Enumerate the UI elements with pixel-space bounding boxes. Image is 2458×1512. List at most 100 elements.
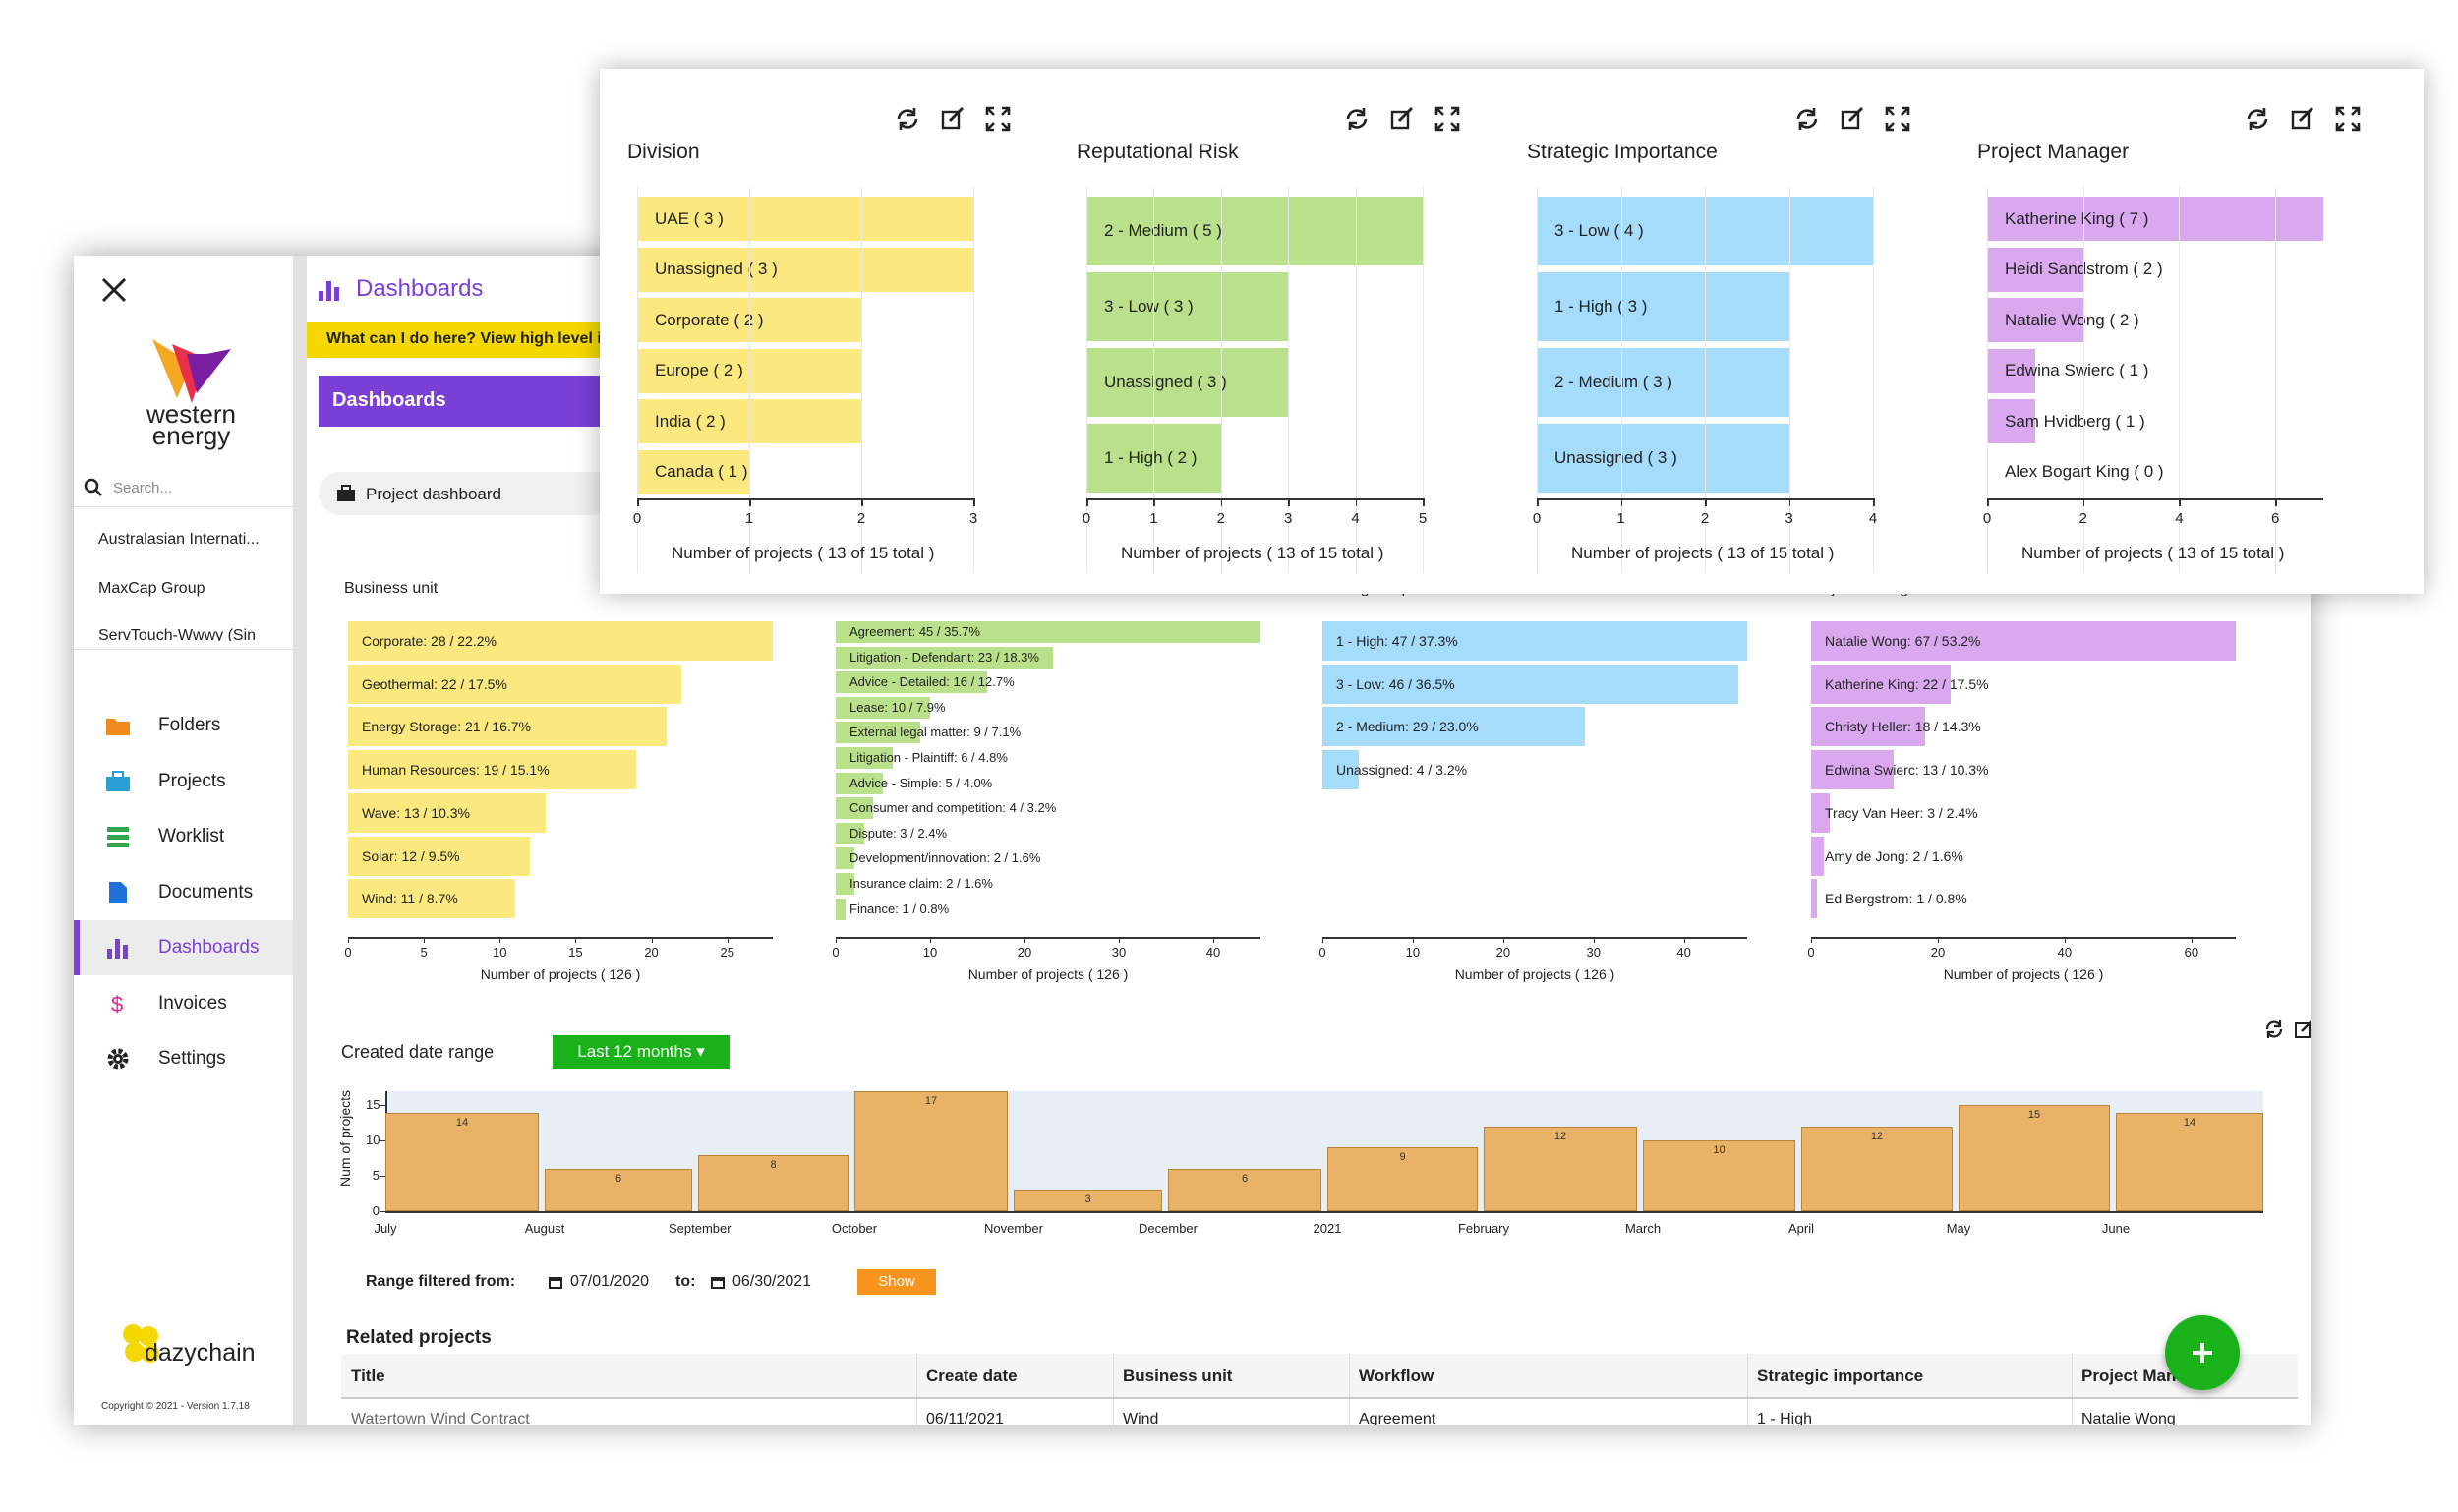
add-button[interactable] xyxy=(2165,1315,2240,1390)
range-to-input[interactable]: 06/30/2021 xyxy=(732,1273,812,1290)
edit-icon[interactable] xyxy=(1840,106,1867,134)
range-from-input[interactable]: 07/01/2020 xyxy=(570,1273,650,1290)
edit-icon[interactable] xyxy=(940,106,967,134)
bar[interactable] xyxy=(836,696,930,719)
refresh-icon[interactable] xyxy=(2245,106,2272,134)
column-header[interactable]: Business unit xyxy=(1123,1367,1233,1385)
date-bar[interactable] xyxy=(1959,1105,2110,1211)
bar[interactable] xyxy=(836,898,846,920)
date-bar-label: 6 xyxy=(1241,1172,1249,1185)
bar[interactable] xyxy=(836,873,855,895)
client-item[interactable]: MaxCap Group xyxy=(98,580,205,597)
bar[interactable] xyxy=(1086,272,1289,341)
bar[interactable] xyxy=(1987,247,2083,292)
bar[interactable] xyxy=(1322,664,1738,704)
column-header[interactable]: Title xyxy=(351,1367,385,1385)
date-bar[interactable] xyxy=(1643,1140,1795,1211)
sidebar-item-invoices[interactable]: $ Invoices xyxy=(74,976,293,1031)
bar[interactable] xyxy=(1811,707,1926,747)
bar[interactable] xyxy=(836,772,883,794)
tick-mark xyxy=(651,937,653,943)
bar[interactable] xyxy=(348,707,667,747)
bar[interactable] xyxy=(1811,879,1818,919)
bar[interactable] xyxy=(348,836,531,876)
bar[interactable] xyxy=(836,671,987,694)
date-bar[interactable] xyxy=(1168,1168,1321,1211)
bar[interactable] xyxy=(1322,621,1747,661)
bar[interactable] xyxy=(348,750,637,790)
expand-icon[interactable] xyxy=(2335,106,2363,134)
bar[interactable] xyxy=(1987,298,2083,342)
bar[interactable] xyxy=(1811,621,2236,661)
bar[interactable] xyxy=(836,847,855,870)
date-bar[interactable] xyxy=(1484,1126,1637,1211)
bar[interactable] xyxy=(1322,750,1359,790)
bar[interactable] xyxy=(348,879,515,919)
bar[interactable] xyxy=(1086,348,1289,417)
bar[interactable] xyxy=(836,722,921,744)
expand-icon[interactable] xyxy=(985,106,1013,134)
expand-icon[interactable] xyxy=(1885,106,1912,134)
bar[interactable] xyxy=(836,797,874,820)
client-item[interactable]: ServTouch-Wwwy (Sin xyxy=(98,627,257,641)
bar[interactable] xyxy=(836,747,893,769)
column-header[interactable]: Workflow xyxy=(1359,1367,1434,1385)
bar[interactable] xyxy=(1811,792,1831,833)
bar[interactable] xyxy=(637,449,749,494)
sidebar-item-documents[interactable]: Documents xyxy=(74,865,293,920)
bar[interactable] xyxy=(1537,424,1789,493)
last-12-months-button[interactable]: Last 12 months ▾ xyxy=(553,1035,730,1069)
date-bar[interactable] xyxy=(545,1168,692,1211)
bar[interactable] xyxy=(637,247,973,292)
bar[interactable] xyxy=(1987,399,2035,443)
bar[interactable] xyxy=(836,822,864,844)
refresh-icon[interactable] xyxy=(895,106,922,134)
bar[interactable] xyxy=(1987,348,2035,393)
bar[interactable] xyxy=(1811,664,1951,704)
date-bar[interactable] xyxy=(2116,1112,2263,1211)
expand-corner xyxy=(1450,122,1459,131)
date-bar[interactable] xyxy=(854,1091,1008,1211)
tick-label: 10 xyxy=(1405,945,1421,960)
sidebar-item-folders[interactable]: Folders xyxy=(74,698,293,753)
table-cell[interactable]: Watertown Wind Contract xyxy=(351,1411,530,1425)
bar[interactable] xyxy=(1537,272,1789,341)
edit-icon[interactable] xyxy=(2293,1018,2311,1040)
client-item[interactable]: Australasian Internati... xyxy=(98,531,260,548)
bar[interactable] xyxy=(348,792,546,833)
refresh-icon[interactable] xyxy=(1344,106,1372,134)
search-input[interactable]: Search... xyxy=(113,480,173,496)
bar[interactable] xyxy=(348,664,682,704)
bar[interactable] xyxy=(1537,348,1789,417)
bar[interactable] xyxy=(1086,197,1423,265)
column-header[interactable]: Strategic importance xyxy=(1757,1367,1924,1385)
bar[interactable] xyxy=(1987,197,2323,241)
sidebar-item-worklist[interactable]: Worklist xyxy=(74,809,293,864)
edit-icon[interactable] xyxy=(2290,106,2317,134)
date-bar[interactable] xyxy=(1801,1126,1953,1211)
bar[interactable] xyxy=(836,646,1053,669)
bar[interactable] xyxy=(637,197,973,241)
expand-icon[interactable] xyxy=(1434,106,1462,134)
sidebar-item-projects[interactable]: Projects xyxy=(74,754,293,809)
bar[interactable] xyxy=(1811,836,1824,876)
date-bar[interactable] xyxy=(698,1154,849,1211)
refresh-icon[interactable] xyxy=(1794,106,1822,134)
tick-mark xyxy=(1288,498,1290,506)
bar[interactable] xyxy=(1811,750,1894,790)
date-bar[interactable] xyxy=(385,1112,539,1211)
close-icon[interactable] xyxy=(99,275,129,305)
related-projects-title: Related projects xyxy=(346,1327,492,1348)
dashboard-select[interactable]: Project dashboard xyxy=(319,472,614,515)
bar[interactable] xyxy=(1322,707,1585,747)
date-bar[interactable] xyxy=(1327,1147,1478,1211)
refresh-icon[interactable] xyxy=(2263,1018,2285,1040)
sidebar-item-dashboards[interactable]: Dashboards xyxy=(74,920,293,975)
bar[interactable] xyxy=(348,621,773,661)
show-button[interactable]: Show xyxy=(857,1269,936,1295)
bar[interactable] xyxy=(836,621,1260,643)
date-bar[interactable] xyxy=(1014,1190,1162,1211)
column-header[interactable]: Create date xyxy=(926,1367,1018,1385)
edit-icon[interactable] xyxy=(1389,106,1417,134)
sidebar-item-settings[interactable]: Settings xyxy=(74,1031,293,1086)
